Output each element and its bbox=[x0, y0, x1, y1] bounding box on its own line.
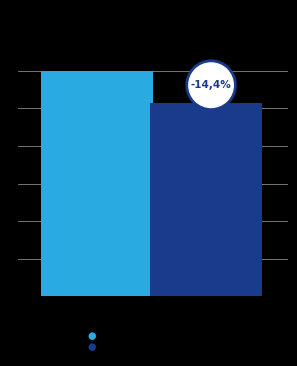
Text: ●: ● bbox=[88, 342, 96, 352]
Bar bbox=[150, 103, 262, 296]
Text: ●: ● bbox=[88, 331, 96, 341]
Text: -14,4%: -14,4% bbox=[191, 80, 231, 90]
Circle shape bbox=[187, 61, 236, 109]
Bar bbox=[41, 71, 153, 296]
